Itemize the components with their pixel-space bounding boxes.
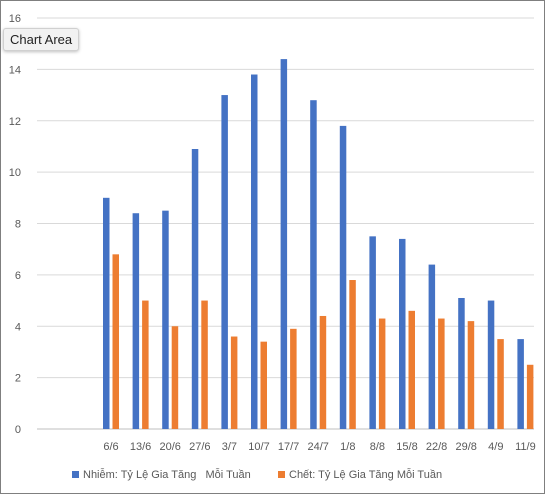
- bar-series-1-17/7: [280, 59, 288, 429]
- legend-swatch-2: [278, 471, 285, 478]
- bar-series-1-3/7: [221, 95, 228, 429]
- bar-series-2-3/7: [230, 336, 238, 429]
- x-tick-label: 10/7: [248, 441, 269, 453]
- y-tick-label: 2: [15, 373, 21, 385]
- bar-series-2-20/6: [171, 326, 179, 429]
- bar-series-1-4/9: [487, 300, 495, 429]
- bar-series-1-11/9: [517, 339, 524, 429]
- y-tick-label: 14: [9, 64, 21, 76]
- bar-series-1-10/7: [251, 74, 258, 429]
- bar-series-1-27/6: [191, 149, 199, 429]
- y-tick-label: 0: [15, 424, 21, 436]
- x-axis-ticks: 6/6 13/6 20/6 27/6 3/7 10/7 17/7 24/7 1/8 8/8 15/8…: [103, 441, 535, 453]
- x-tick-label: 24/7: [307, 441, 328, 453]
- x-tick-label: 22/8: [426, 441, 447, 453]
- x-tick-label: 6/6: [103, 441, 118, 453]
- bar-series-1-6/6: [103, 197, 110, 429]
- y-tick-label: 8: [15, 219, 21, 231]
- x-tick-label: 8/8: [370, 441, 385, 453]
- bar-series-2-4/9: [497, 339, 504, 429]
- bar-series-2-27/6: [201, 300, 208, 429]
- y-axis-ticks: 0 2 4 6 8 10 12 14 16: [9, 13, 21, 436]
- x-tick-label: 13/6: [130, 441, 151, 453]
- legend-label-1: Nhiễm: Tỷ Lệ Gia Tăng Mỗi Tuần: [83, 468, 251, 481]
- bar-series-1-1/8: [339, 125, 347, 429]
- y-tick-label: 16: [9, 13, 21, 25]
- legend-label-2: Chết: Tỷ Lệ Gia Tăng Mỗi Tuần: [289, 468, 442, 481]
- bars: [103, 59, 534, 429]
- bar-series-2-1/8: [349, 280, 356, 429]
- x-tick-label: 4/9: [488, 441, 503, 453]
- bar-series-2-11/9: [526, 364, 534, 429]
- y-tick-label: 12: [9, 116, 21, 128]
- y-tick-label: 10: [9, 167, 21, 179]
- bar-series-2-15/8: [408, 310, 415, 429]
- bar-series-2-24/7: [319, 315, 327, 429]
- bar-series-2-13/6: [142, 300, 149, 429]
- legend: Nhiễm: Tỷ Lệ Gia Tăng Mỗi Tuần Chết: Tỷ L…: [72, 468, 442, 481]
- bar-series-1-22/8: [428, 264, 436, 429]
- x-tick-label: 3/7: [222, 441, 237, 453]
- x-tick-label: 20/6: [159, 441, 180, 453]
- bar-series-2-6/6: [112, 254, 119, 429]
- bar-series-1-24/7: [310, 100, 317, 429]
- bar-series-1-20/6: [162, 210, 169, 429]
- x-tick-label: 15/8: [396, 441, 417, 453]
- y-tick-label: 4: [15, 321, 21, 333]
- bar-series-1-15/8: [399, 238, 406, 429]
- x-tick-label: 1/8: [340, 441, 355, 453]
- bar-series-2-10/7: [260, 341, 267, 429]
- chart-area-tooltip: Chart Area: [3, 28, 80, 51]
- bar-series-2-8/8: [378, 318, 386, 429]
- bar-series-1-29/8: [458, 297, 465, 429]
- bar-series-2-29/8: [467, 321, 475, 429]
- bar-series-1-13/6: [132, 213, 140, 429]
- x-tick-label: 11/9: [515, 441, 536, 453]
- x-tick-label: 29/8: [455, 441, 476, 453]
- legend-swatch-1: [72, 471, 79, 478]
- y-tick-label: 6: [15, 270, 21, 282]
- bar-series-2-22/8: [438, 318, 445, 429]
- bar-series-2-17/7: [290, 328, 297, 429]
- bar-series-1-8/8: [369, 236, 376, 429]
- x-tick-label: 27/6: [189, 441, 210, 453]
- x-tick-label: 17/7: [278, 441, 299, 453]
